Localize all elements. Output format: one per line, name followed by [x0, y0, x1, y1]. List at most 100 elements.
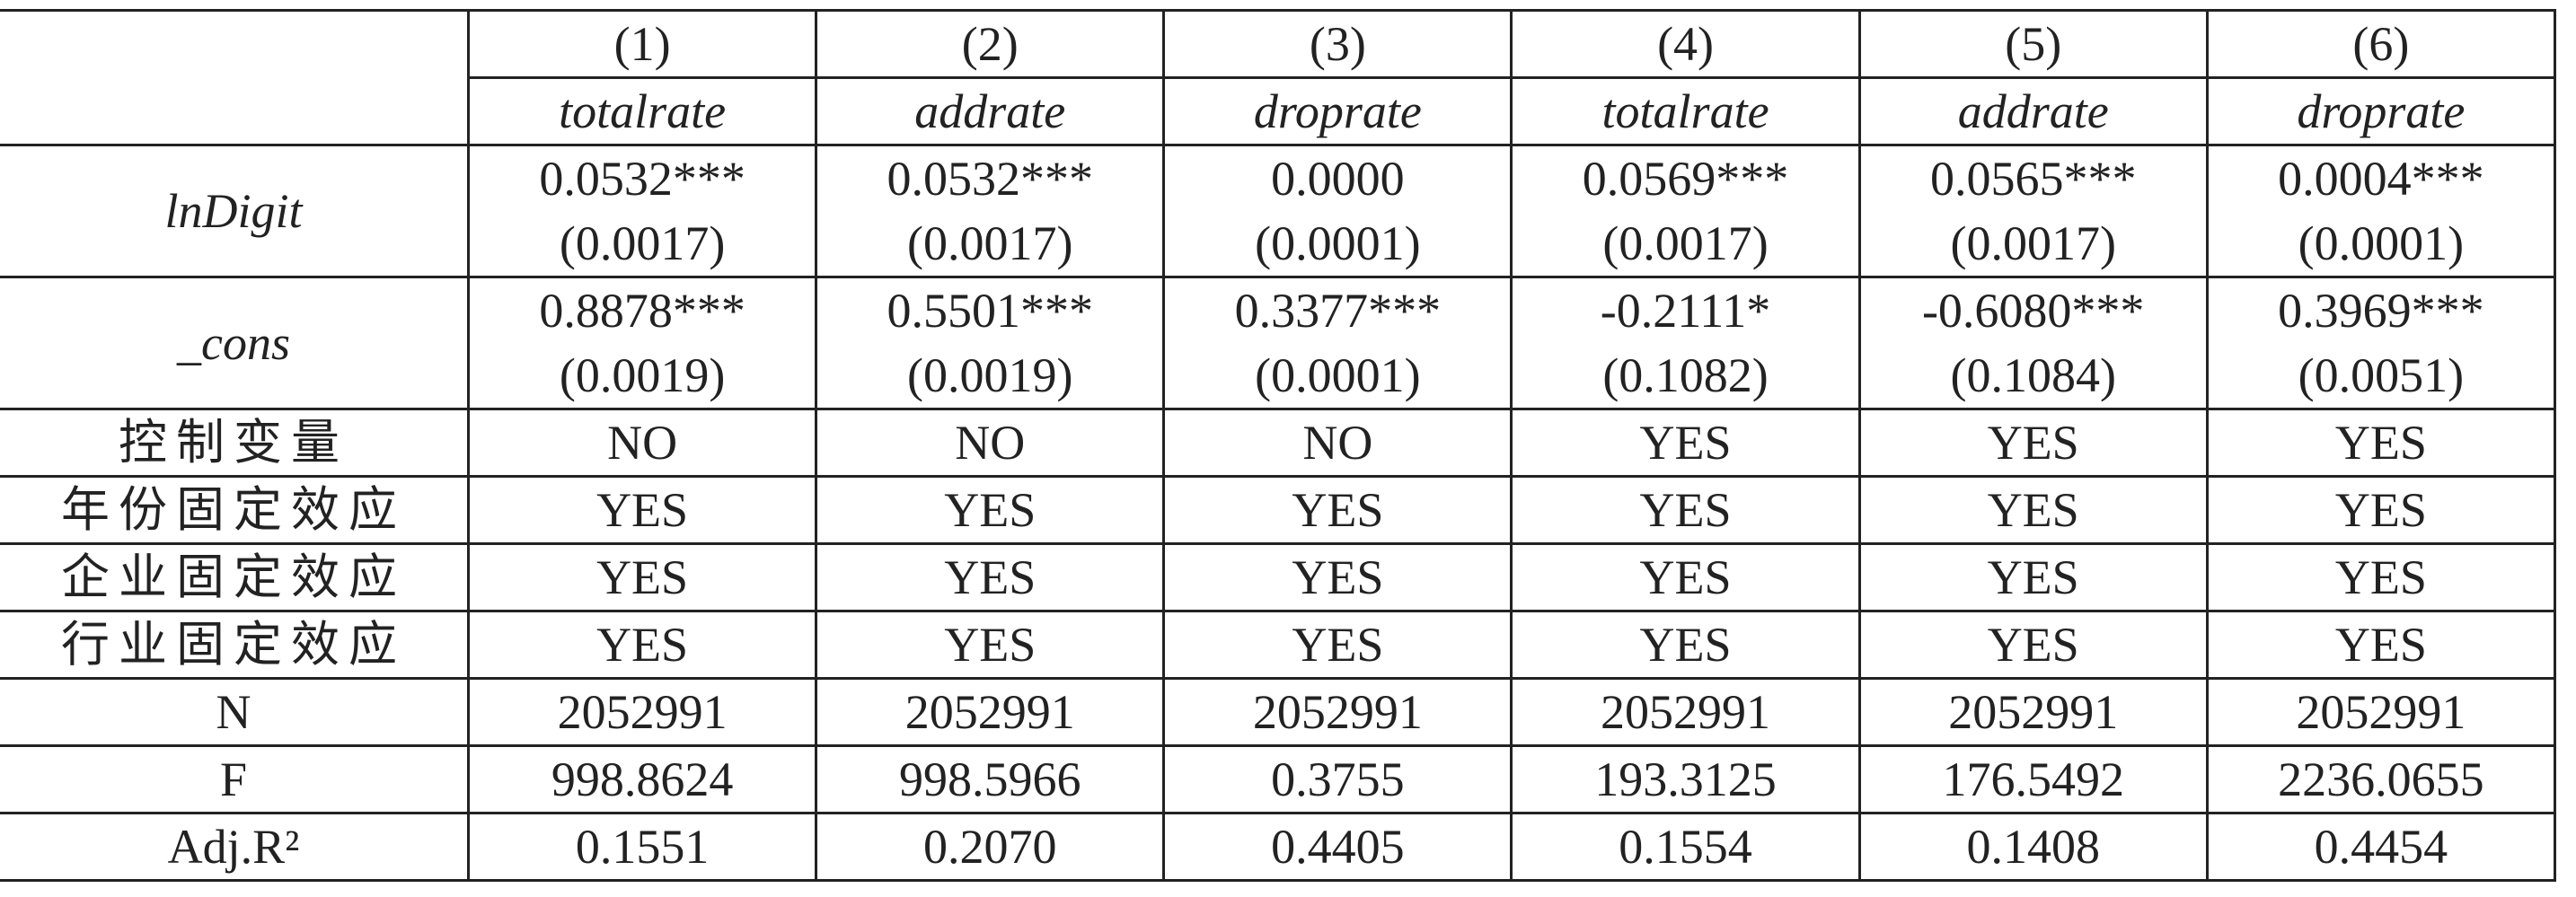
row-label: 控制变量: [0, 408, 470, 478]
coefficient: 0.0004***: [2278, 152, 2484, 206]
table-cell: 2052991: [815, 677, 1166, 747]
coefficient: 0.3969***: [2278, 284, 2484, 338]
table-cell: YES: [2205, 475, 2557, 545]
coefficient: 0.0532***: [539, 152, 745, 206]
standard-error: (0.0001): [2298, 216, 2465, 270]
table-cell: 0.3755: [1162, 744, 1513, 814]
table-row: 控制变量 NO NO NO YES YES YES: [0, 408, 2557, 478]
coefficient: 0.0569***: [1582, 152, 1789, 206]
dependent-variable: totalrate: [1510, 76, 1861, 146]
row-label: F: [0, 744, 470, 814]
column-number: (4): [1510, 9, 1861, 79]
dependent-variable: droprate: [2205, 76, 2557, 146]
standard-error: (0.1082): [1602, 348, 1769, 402]
row-label: 企业固定效应: [0, 542, 470, 612]
coefficient-cell: 0.0565*** (0.0017): [1857, 144, 2209, 278]
table-cell: YES: [466, 475, 818, 545]
table-cell: YES: [1510, 542, 1861, 612]
coefficient-cell: -0.6080*** (0.1084): [1857, 276, 2209, 410]
table-row: Adj.R² 0.1551 0.2070 0.4405 0.1554 0.1408 0.44…: [0, 812, 2557, 882]
table-row: N 2052991 2052991 2052991 2052991 2052991 2052…: [0, 677, 2557, 747]
table-cell: YES: [1162, 475, 1513, 545]
table-cell: YES: [2205, 542, 2557, 612]
corner-cell: [0, 9, 470, 146]
table-cell: YES: [2205, 610, 2557, 680]
standard-error: (0.0001): [1255, 216, 1421, 270]
coefficient-cell: 0.3969*** (0.0051): [2205, 276, 2557, 410]
coefficient: 0.3377***: [1234, 284, 1442, 338]
standard-error: (0.0017): [907, 216, 1073, 270]
table-cell: YES: [1857, 475, 2209, 545]
coefficient-cell: -0.2111* (0.1082): [1510, 276, 1861, 410]
table-cell: 193.3125: [1510, 744, 1861, 814]
table-cell: 0.1554: [1510, 812, 1861, 882]
table-cell: YES: [1162, 610, 1513, 680]
coefficient: -0.6080***: [1921, 284, 2145, 338]
row-label: 行业固定效应: [0, 610, 470, 680]
table-cell: YES: [466, 542, 818, 612]
table-cell: 2052991: [2205, 677, 2557, 747]
table-cell: 2052991: [1510, 677, 1861, 747]
table-row: 企业固定效应 YES YES YES YES YES YES: [0, 542, 2557, 612]
coefficient: 0.8878***: [539, 284, 745, 338]
column-number: (1): [466, 9, 818, 79]
coefficient-cell: 0.5501*** (0.0019): [815, 276, 1166, 410]
table-cell: YES: [1857, 408, 2209, 478]
coefficient-cell: 0.0004*** (0.0001): [2205, 144, 2557, 278]
table-cell: 998.5966: [815, 744, 1166, 814]
table-cell: YES: [1510, 408, 1861, 478]
table-cell: YES: [1510, 610, 1861, 680]
coefficient: -0.2111*: [1600, 284, 1771, 338]
header-row: totalrate addrate droprate totalrate addrate…: [0, 76, 2557, 146]
table-row: 行业固定效应 YES YES YES YES YES YES: [0, 610, 2557, 680]
table-cell: 2052991: [1162, 677, 1513, 747]
table-cell: YES: [1510, 475, 1861, 545]
coefficient: 0.0565***: [1929, 152, 2137, 206]
coefficient-cell: 0.0569*** (0.0017): [1510, 144, 1861, 278]
coefficient-cell: 0.0532*** (0.0017): [815, 144, 1166, 278]
table-row: 年份固定效应 YES YES YES YES YES YES: [0, 475, 2557, 545]
table-cell: YES: [1857, 610, 2209, 680]
standard-error: (0.0001): [1255, 348, 1421, 402]
table-cell: YES: [1162, 542, 1513, 612]
table-cell: 0.4454: [2205, 812, 2557, 882]
table-cell: NO: [1162, 408, 1513, 478]
table-row: lnDigit 0.0532*** (0.0017) 0.0532*** (0.0017…: [0, 144, 2557, 278]
column-number: (6): [2205, 9, 2557, 79]
table-cell: 0.2070: [815, 812, 1166, 882]
column-number: (2): [815, 9, 1166, 79]
table-cell: NO: [466, 408, 818, 478]
coefficient-cell: 0.3377*** (0.0001): [1162, 276, 1513, 410]
standard-error: (0.0051): [2298, 348, 2465, 402]
row-label: N: [0, 677, 470, 747]
table-cell: YES: [1857, 542, 2209, 612]
standard-error: (0.1084): [1950, 348, 2116, 402]
dependent-variable: totalrate: [466, 76, 818, 146]
coefficient: 0.0000: [1271, 152, 1405, 206]
standard-error: (0.0017): [1950, 216, 2116, 270]
table-row: _cons 0.8878*** (0.0019) 0.5501*** (0.0019) 0…: [0, 276, 2557, 410]
table-cell: 2236.0655: [2205, 744, 2557, 814]
standard-error: (0.0017): [1602, 216, 1769, 270]
table-cell: 998.8624: [466, 744, 818, 814]
table-cell: NO: [815, 408, 1166, 478]
table-cell: YES: [815, 610, 1166, 680]
standard-error: (0.0019): [559, 348, 726, 402]
table-cell: YES: [815, 475, 1166, 545]
table-cell: 2052991: [466, 677, 818, 747]
dependent-variable: droprate: [1162, 76, 1513, 146]
table-cell: YES: [2205, 408, 2557, 478]
table-cell: 0.1551: [466, 812, 818, 882]
header-row: (1) (2) (3) (4) (5) (6): [0, 9, 2557, 146]
row-label: 年份固定效应: [0, 475, 470, 545]
standard-error: (0.0017): [559, 216, 726, 270]
row-label: _cons: [0, 276, 470, 410]
coefficient-cell: 0.0000 (0.0001): [1162, 144, 1513, 278]
coefficient: 0.5501***: [887, 284, 1093, 338]
table-cell: YES: [466, 610, 818, 680]
coefficient: 0.0532***: [887, 152, 1093, 206]
coefficient-cell: 0.0532*** (0.0017): [466, 144, 818, 278]
standard-error: (0.0019): [907, 348, 1073, 402]
column-number: (5): [1857, 9, 2209, 79]
table-cell: 0.4405: [1162, 812, 1513, 882]
